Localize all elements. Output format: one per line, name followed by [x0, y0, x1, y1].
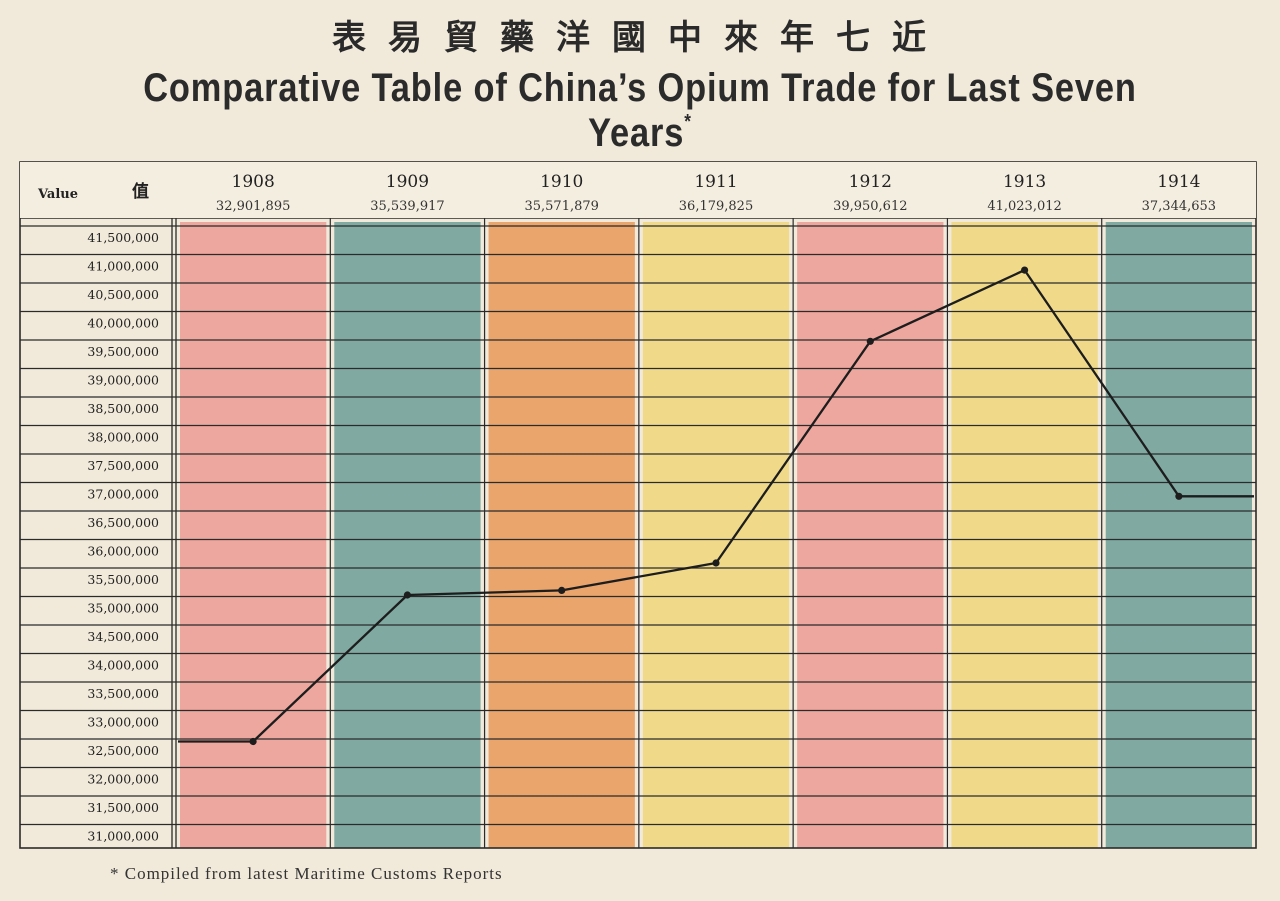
band-1911: [642, 222, 790, 848]
y-tick-label: 35,000,000: [87, 601, 159, 616]
y-axis-labels: 41,500,000 41,000,000 40,500,000 40,000,000…: [87, 230, 159, 844]
value-header-cn: 值: [132, 181, 149, 202]
y-tick-label: 31,000,000: [87, 829, 159, 844]
data-point-1912: [866, 337, 874, 345]
y-tick-label: 34,500,000: [87, 629, 159, 644]
year-bands: [180, 222, 1252, 848]
value-label-1908: 32,901,895: [216, 199, 290, 214]
band-1909: [334, 222, 481, 848]
year-label-1912: 1912: [849, 172, 892, 192]
value-label-1912: 39,950,612: [833, 199, 907, 214]
y-tick-label: 31,500,000: [87, 800, 159, 815]
data-point-1911: [712, 559, 720, 567]
year-label-1914: 1914: [1157, 172, 1200, 192]
data-point-1908: [249, 737, 257, 746]
value-label-1909: 35,539,917: [370, 199, 444, 214]
y-tick-label: 41,500,000: [87, 230, 159, 245]
y-tick-label: 33,500,000: [87, 686, 159, 701]
y-tick-label: 33,000,000: [87, 715, 159, 730]
y-tick-label: 38,000,000: [87, 430, 159, 445]
band-1912: [797, 222, 944, 848]
band-1914: [1105, 222, 1252, 848]
y-tick-label: 40,500,000: [87, 287, 159, 302]
band-1913: [951, 222, 1098, 848]
y-tick-label: 32,000,000: [87, 772, 159, 787]
data-point-1913: [1021, 266, 1029, 274]
y-tick-label: 39,000,000: [87, 373, 159, 388]
y-tick-label: 40,000,000: [87, 316, 159, 331]
y-tick-label: 34,000,000: [87, 658, 159, 673]
data-point-1909: [403, 591, 411, 599]
gridlines: [20, 225, 1256, 826]
band-1910: [488, 222, 635, 848]
header-background: [20, 162, 1256, 218]
english-title-text: Comparative Table of China’s Opium Trade…: [143, 66, 1137, 155]
y-tick-label: 32,500,000: [87, 743, 159, 758]
band-1908: [180, 222, 327, 848]
footnote: * Compiled from latest Maritime Customs …: [110, 864, 503, 883]
year-label-1908: 1908: [232, 172, 275, 192]
y-tick-label: 35,500,000: [87, 572, 159, 587]
year-label-1913: 1913: [1003, 172, 1046, 192]
value-label-1914: 37,344,653: [1142, 199, 1216, 214]
table-header: Value 值 1908 32,901,895 1909 35,539,917 1910 35…: [20, 162, 1256, 218]
year-label-1910: 1910: [540, 172, 583, 192]
y-tick-label: 37,500,000: [87, 458, 159, 473]
value-line-series: [178, 266, 1254, 746]
y-tick-label: 36,000,000: [87, 544, 159, 559]
title-footnote-mark: *: [684, 111, 692, 133]
english-title: Comparative Table of China’s Opium Trade…: [90, 66, 1191, 156]
y-tick-label: 39,500,000: [87, 344, 159, 359]
chinese-title: 表易貿藥洋國中來年七近: [332, 18, 948, 58]
year-label-1911: 1911: [694, 172, 737, 192]
value-label-1911: 36,179,825: [679, 199, 753, 214]
value-header: Value: [37, 187, 78, 202]
data-point-1914: [1175, 492, 1183, 500]
value-label-1910: 35,571,879: [524, 199, 598, 214]
y-tick-label: 36,500,000: [87, 515, 159, 530]
y-tick-label: 38,500,000: [87, 401, 159, 416]
value-label-1913: 41,023,012: [987, 199, 1061, 214]
data-point-1910: [558, 586, 566, 595]
y-tick-label: 41,000,000: [87, 259, 159, 274]
y-tick-label: 37,000,000: [87, 487, 159, 502]
year-label-1909: 1909: [386, 172, 429, 192]
